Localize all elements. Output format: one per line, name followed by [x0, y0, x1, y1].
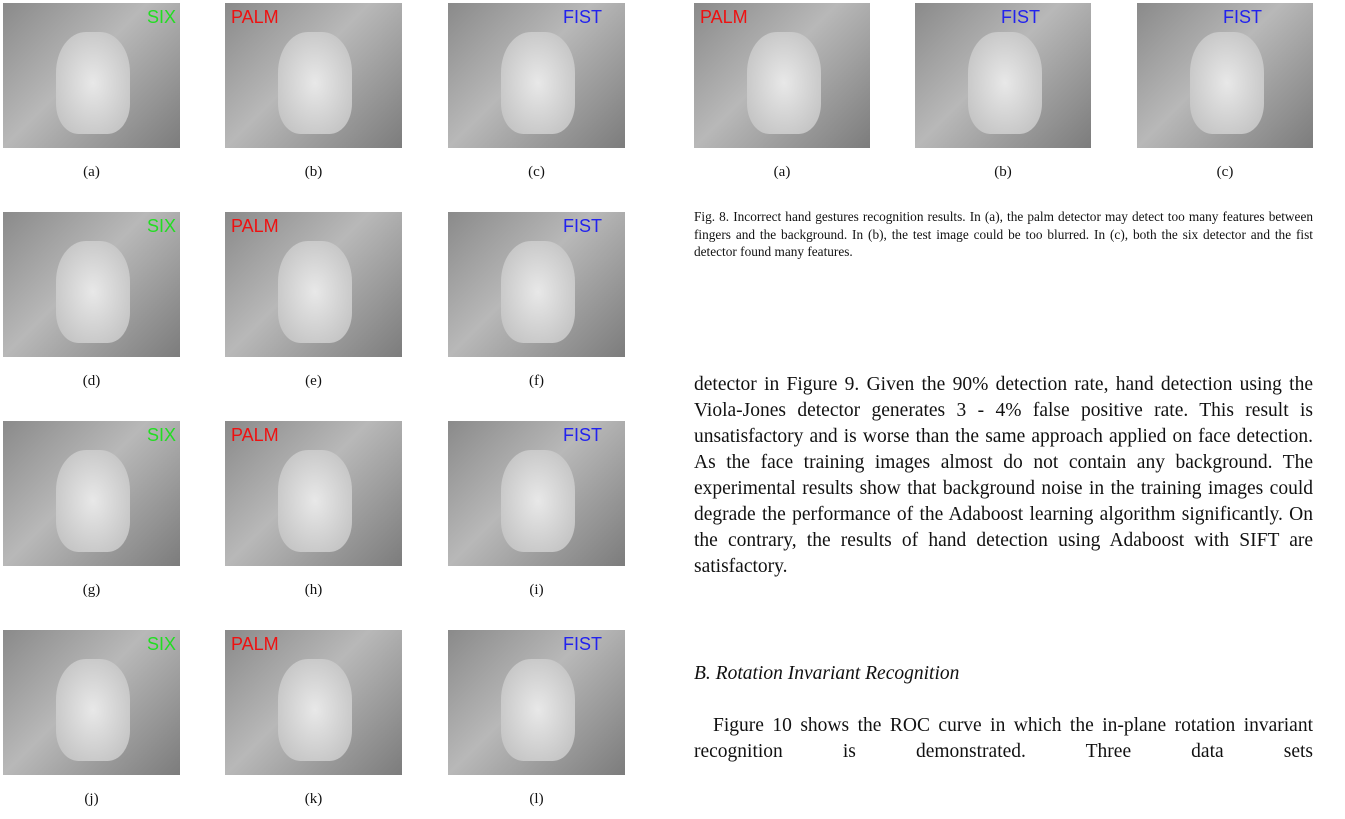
image: PALM [225, 212, 402, 357]
image: FIST [1137, 3, 1313, 148]
hand [278, 241, 352, 343]
subfigure-caption: (h) [284, 582, 344, 599]
gesture-label: PALM [231, 634, 279, 655]
gesture-label: PALM [700, 7, 748, 28]
hand [501, 450, 575, 552]
page: Fig. 8. Incorrect hand gestures recognit… [0, 0, 1345, 819]
hand [278, 450, 352, 552]
subfigure-caption: (b) [284, 164, 344, 181]
image: SIX [3, 421, 180, 566]
image: SIX [3, 212, 180, 357]
image: PALM [694, 3, 870, 148]
hand [56, 659, 130, 761]
image: SIX [3, 3, 180, 148]
image: PALM [225, 630, 402, 775]
figure-caption: Fig. 8. Incorrect hand gestures recognit… [694, 208, 1313, 261]
hand [1190, 32, 1264, 134]
gesture-label: FIST [1001, 7, 1040, 28]
gesture-label: SIX [147, 216, 176, 237]
gesture-label: FIST [563, 7, 602, 28]
subfigure-caption: (e) [284, 373, 344, 390]
image: FIST [448, 3, 625, 148]
image: FIST [448, 630, 625, 775]
subfigure-caption: (a) [62, 164, 122, 181]
subfigure-caption: (a) [752, 164, 812, 181]
image: PALM [225, 421, 402, 566]
image: SIX [3, 630, 180, 775]
gesture-label: PALM [231, 7, 279, 28]
paragraph: detector in Figure 9. Given the 90% dete… [694, 372, 1313, 580]
subfigure-caption: (j) [62, 791, 122, 808]
gesture-label: PALM [231, 425, 279, 446]
gesture-label: SIX [147, 425, 176, 446]
hand [747, 32, 821, 134]
subfigure-caption: (c) [1195, 164, 1255, 181]
hand [278, 32, 352, 134]
subfigure-caption: (k) [284, 791, 344, 808]
gesture-label: SIX [147, 7, 176, 28]
subfigure-caption: (b) [973, 164, 1033, 181]
hand [56, 32, 130, 134]
gesture-label: PALM [231, 216, 279, 237]
gesture-label: FIST [1223, 7, 1262, 28]
image: PALM [225, 3, 402, 148]
subfigure-caption: (d) [62, 373, 122, 390]
hand [501, 32, 575, 134]
subfigure-caption: (c) [507, 164, 567, 181]
subfigure-caption: (l) [507, 791, 567, 808]
hand [501, 659, 575, 761]
subfigure-caption: (g) [62, 582, 122, 599]
gesture-label: SIX [147, 634, 176, 655]
subfigure-caption: (i) [507, 582, 567, 599]
image: FIST [448, 421, 625, 566]
subfigure-caption: (f) [507, 373, 567, 390]
image: FIST [915, 3, 1091, 148]
paragraph: Figure 10 shows the ROC curve in which t… [694, 713, 1313, 765]
hand [56, 450, 130, 552]
gesture-label: FIST [563, 216, 602, 237]
hand [278, 659, 352, 761]
hand [501, 241, 575, 343]
section-heading: B. Rotation Invariant Recognition [694, 663, 959, 685]
hand [56, 241, 130, 343]
image: FIST [448, 212, 625, 357]
hand [968, 32, 1042, 134]
gesture-label: FIST [563, 634, 602, 655]
gesture-label: FIST [563, 425, 602, 446]
